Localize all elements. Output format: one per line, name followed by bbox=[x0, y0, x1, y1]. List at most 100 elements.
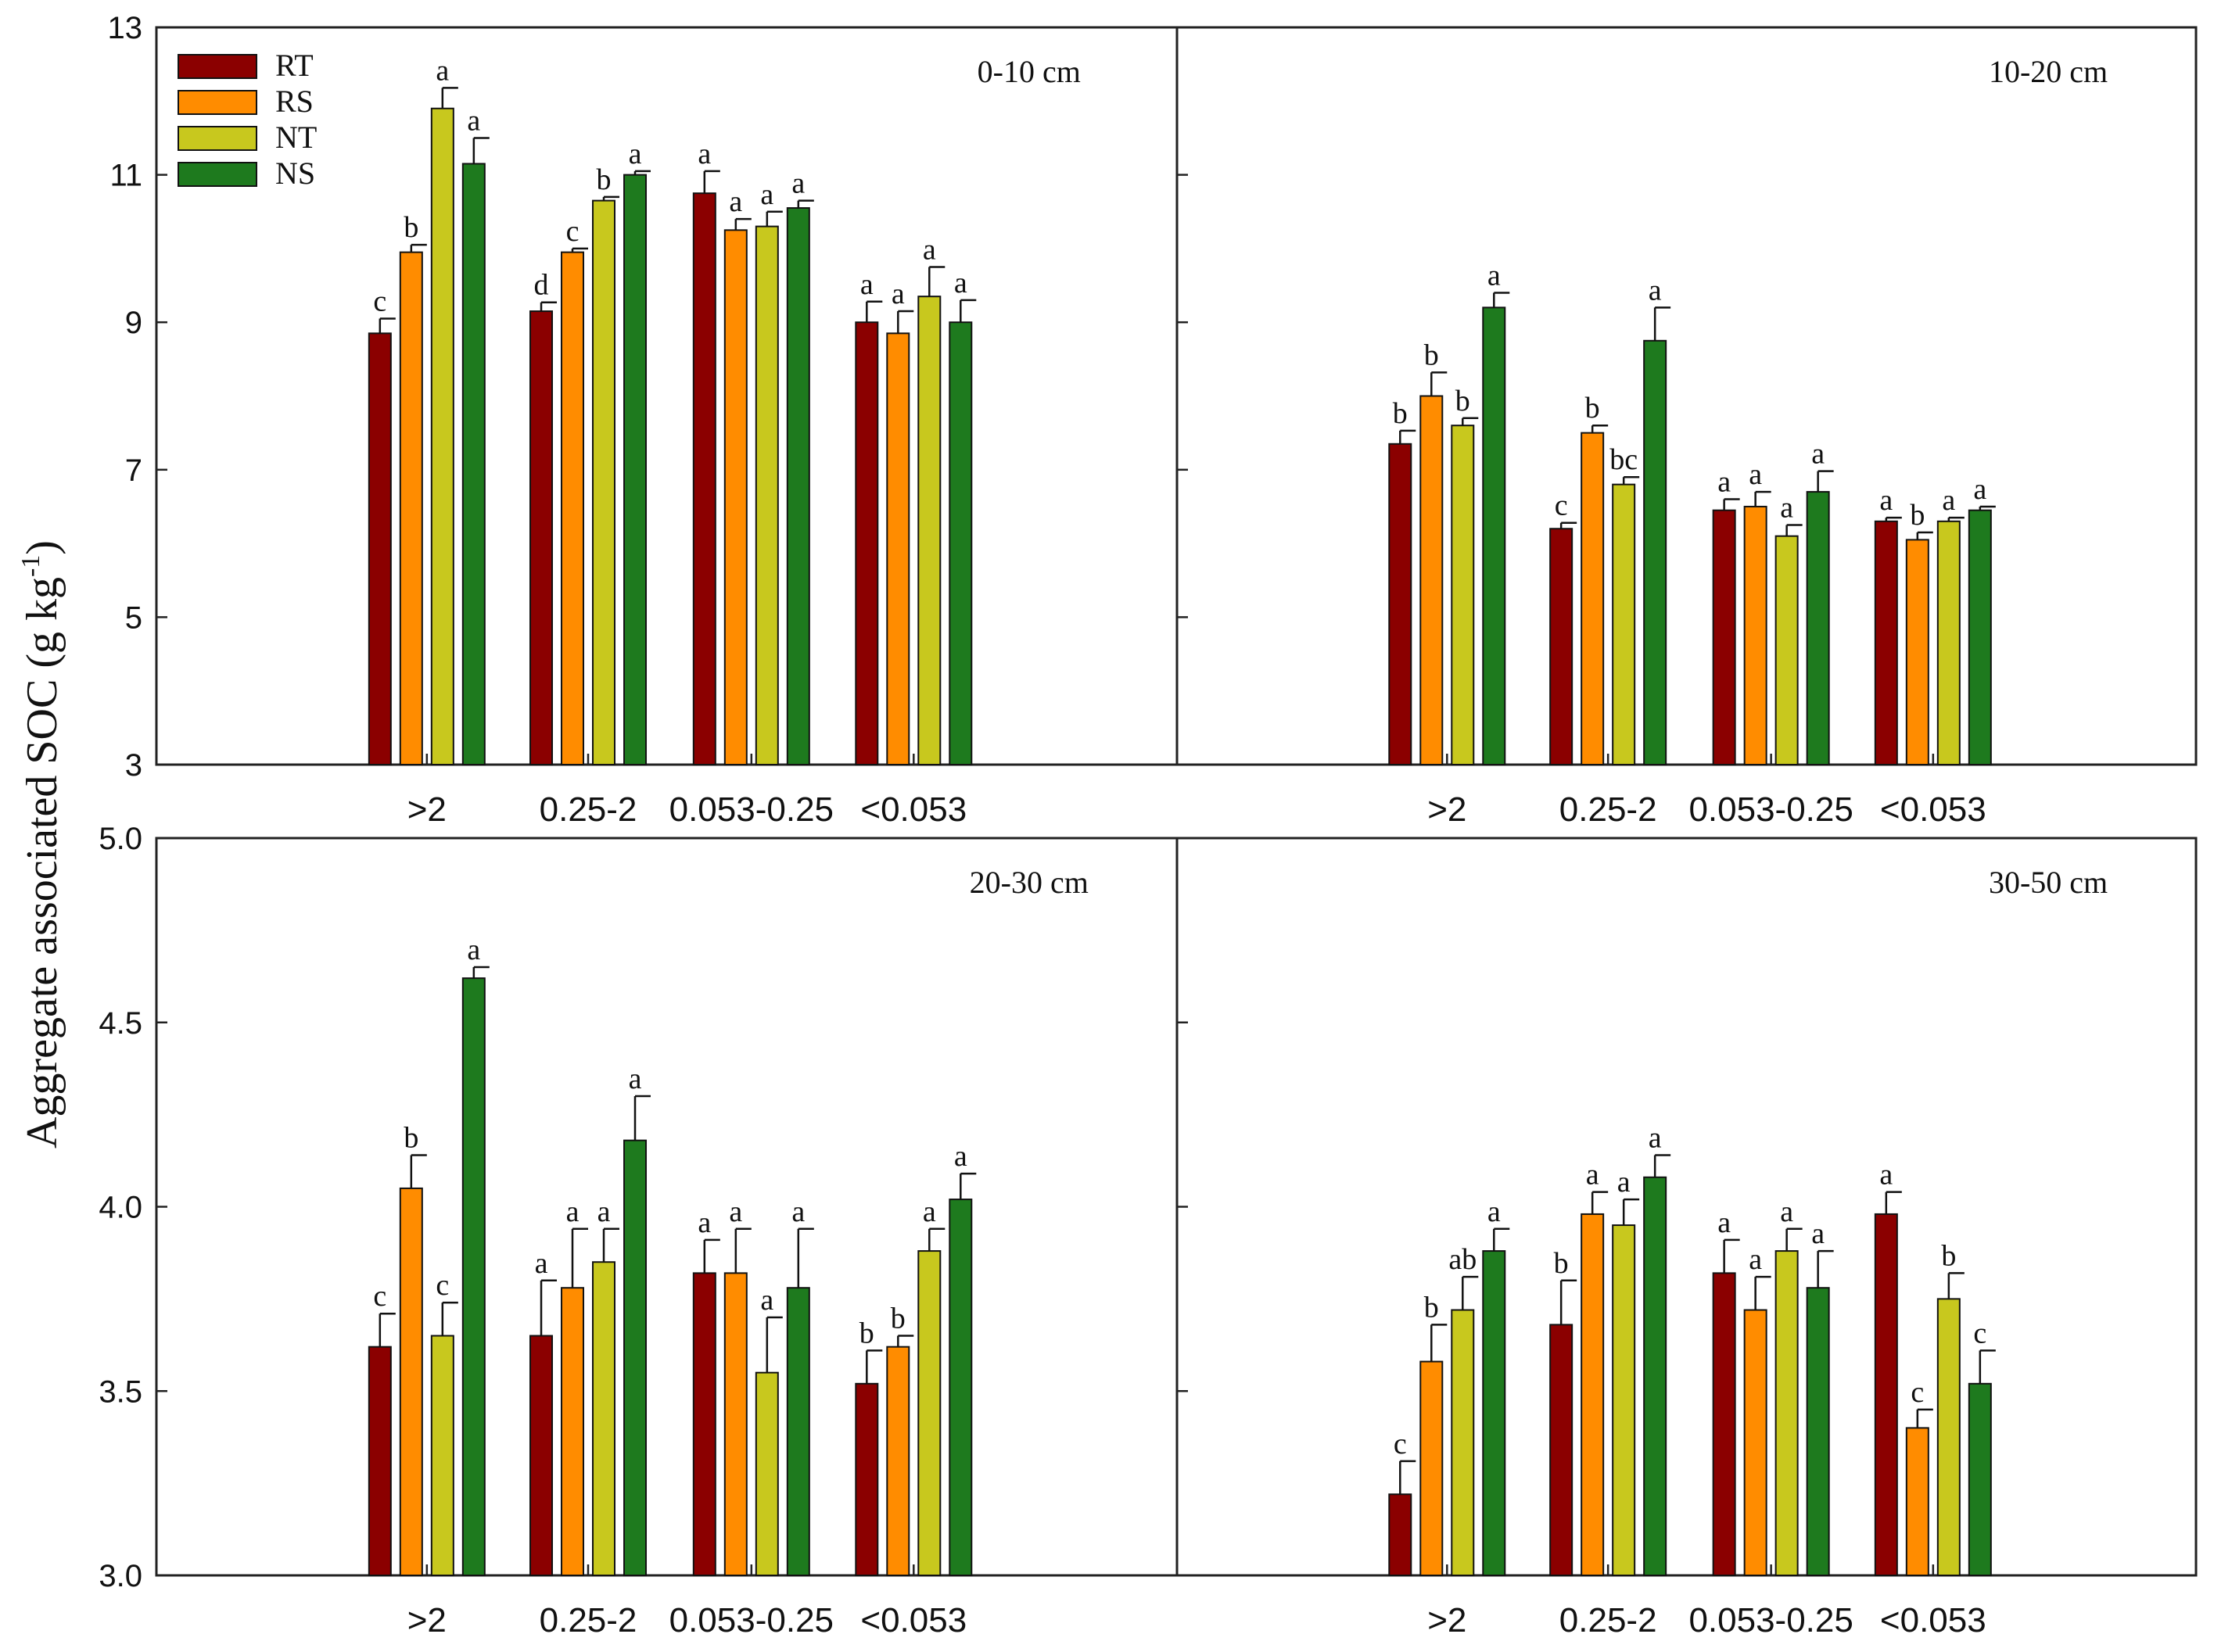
significance-letter: b bbox=[859, 1317, 874, 1349]
significance-letter: a bbox=[1973, 473, 1986, 506]
significance-letter: a bbox=[791, 167, 805, 200]
significance-letter: a bbox=[729, 1195, 742, 1228]
significance-letter: a bbox=[1749, 458, 1762, 491]
significance-letter: b bbox=[1941, 1239, 1956, 1272]
x-tick-label: <0.053 bbox=[860, 1601, 967, 1639]
x-tick-label: >2 bbox=[407, 790, 447, 829]
significance-letter: a bbox=[436, 54, 449, 87]
y-axis-label-superscript: -1 bbox=[16, 555, 45, 577]
significance-letter: a bbox=[1617, 1166, 1631, 1199]
significance-letter: a bbox=[1811, 1217, 1825, 1250]
panel-title: 0-10 cm bbox=[978, 54, 1081, 89]
x-tick-label: 0.25-2 bbox=[540, 1601, 637, 1639]
significance-letter: a bbox=[1942, 484, 1955, 517]
x-tick-label: >2 bbox=[1427, 1601, 1466, 1639]
significance-letter: c bbox=[436, 1269, 449, 1302]
y-tick-label: 5 bbox=[125, 600, 142, 635]
significance-letter: a bbox=[535, 1247, 548, 1280]
bar-rs bbox=[1581, 1213, 1605, 1577]
bar-rt bbox=[692, 1272, 716, 1576]
bar-nt bbox=[1936, 1298, 1961, 1576]
significance-letter: b bbox=[597, 163, 612, 196]
panel-frame bbox=[1175, 837, 2198, 1577]
significance-letter: a bbox=[1879, 1159, 1893, 1192]
bar-rt bbox=[1388, 1493, 1412, 1577]
bar-ns bbox=[786, 1287, 810, 1576]
significance-letter: ab bbox=[1448, 1243, 1477, 1276]
bar-ns bbox=[461, 163, 486, 765]
significance-letter: a bbox=[1649, 1121, 1662, 1154]
significance-letter: a bbox=[923, 233, 936, 266]
significance-letter: a bbox=[1586, 1159, 1599, 1192]
x-tick-label: 0.053-0.25 bbox=[1688, 790, 1853, 829]
legend-label-nt: NT bbox=[275, 120, 317, 155]
bar-rs bbox=[886, 332, 910, 766]
bar-rs bbox=[1743, 1309, 1767, 1577]
panel-title: 10-20 cm bbox=[1989, 54, 2108, 89]
bar-ns bbox=[949, 1199, 973, 1576]
legend-swatch-ns bbox=[178, 162, 257, 187]
bar-ns bbox=[461, 977, 486, 1577]
bar-rt bbox=[692, 192, 716, 766]
significance-letter: a bbox=[1780, 1195, 1793, 1228]
bar-nt bbox=[1612, 1224, 1636, 1576]
bar-rs bbox=[399, 251, 423, 765]
bar-ns bbox=[623, 174, 648, 766]
significance-letter: a bbox=[467, 104, 480, 137]
x-tick-label: 0.053-0.25 bbox=[1688, 1601, 1853, 1639]
bar-nt bbox=[592, 1261, 616, 1576]
bar-nt bbox=[592, 199, 616, 766]
panel-title: 20-30 cm bbox=[970, 865, 1089, 900]
significance-letter: c bbox=[373, 285, 386, 317]
bar-nt bbox=[755, 225, 779, 765]
y-tick-label: 3.5 bbox=[99, 1374, 142, 1409]
bar-nt bbox=[1451, 1309, 1475, 1577]
significance-letter: a bbox=[1487, 259, 1501, 292]
y-axis-label-end: ) bbox=[18, 540, 66, 555]
significance-letter: a bbox=[923, 1195, 936, 1228]
bar-ns bbox=[623, 1139, 648, 1576]
x-tick-label: >2 bbox=[1427, 790, 1466, 829]
bar-rs bbox=[1905, 539, 1929, 765]
bar-nt bbox=[1612, 483, 1636, 765]
y-tick-label: 4.0 bbox=[99, 1191, 142, 1225]
bar-rt bbox=[1549, 1324, 1573, 1576]
significance-letter: b bbox=[1910, 499, 1925, 532]
y-tick-label: 5.0 bbox=[99, 822, 142, 856]
x-tick-label: 0.25-2 bbox=[540, 790, 637, 829]
x-tick-label: 0.25-2 bbox=[1559, 1601, 1657, 1639]
bar-rs bbox=[1743, 505, 1767, 765]
y-tick-label: 11 bbox=[109, 159, 142, 193]
significance-letter: a bbox=[1717, 1206, 1731, 1239]
significance-letter: a bbox=[1649, 274, 1662, 306]
bar-rs bbox=[1905, 1427, 1929, 1577]
bar-rt bbox=[1712, 509, 1736, 765]
bar-rt bbox=[1712, 1272, 1736, 1576]
x-tick-label: >2 bbox=[407, 1601, 447, 1639]
bar-ns bbox=[1643, 339, 1667, 765]
y-axis-label-main: Aggregate associated SOC (g kg bbox=[18, 577, 66, 1149]
significance-letter: a bbox=[760, 178, 773, 211]
x-tick-label: <0.053 bbox=[1880, 790, 1986, 829]
significance-letter: a bbox=[1780, 492, 1793, 525]
panel-frame bbox=[155, 837, 1179, 1577]
bar-nt bbox=[430, 1335, 454, 1577]
bar-rs bbox=[723, 1272, 748, 1576]
bar-ns bbox=[1968, 1382, 1992, 1576]
bar-ns bbox=[1806, 491, 1830, 766]
legend-label-rs: RS bbox=[275, 84, 314, 119]
significance-letter: c bbox=[1911, 1376, 1924, 1409]
legend-label-rt: RT bbox=[275, 48, 314, 83]
legend-swatch-rs bbox=[178, 90, 257, 115]
significance-letter: c bbox=[1555, 489, 1568, 522]
bar-ns bbox=[1806, 1287, 1830, 1576]
bar-rt bbox=[1874, 520, 1898, 765]
bar-rt bbox=[1549, 528, 1573, 765]
significance-letter: b bbox=[1585, 392, 1600, 425]
bar-nt bbox=[1451, 425, 1475, 765]
significance-letter: c bbox=[1973, 1317, 1986, 1349]
